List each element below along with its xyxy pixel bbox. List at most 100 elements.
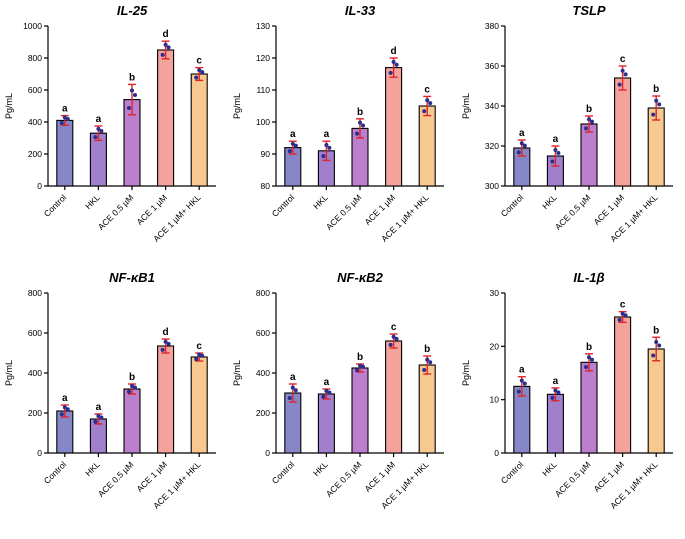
bar-chart-svg: NF-κB1 Pg/mL 0 200 400 600 800 a Control a HKL b ACE… [4, 270, 216, 511]
significance-letter: c [391, 322, 397, 333]
data-point [288, 149, 293, 154]
data-point [583, 126, 588, 131]
data-point [291, 385, 296, 390]
data-point [620, 311, 625, 316]
y-ticks: 300 320 340 360 380 [484, 21, 505, 191]
data-point [96, 126, 101, 131]
svg-text:360: 360 [484, 61, 498, 71]
svg-text:130: 130 [256, 21, 270, 31]
significance-letter: a [324, 129, 330, 140]
x-tick-label: ACE 0.5 µM [552, 192, 592, 232]
bar [580, 123, 598, 187]
significance-letter: c [425, 84, 431, 95]
svg-text:0: 0 [37, 181, 42, 191]
y-axis-label: Pg/mL [232, 93, 242, 119]
significance-letter: d [163, 29, 169, 40]
data-point [93, 135, 98, 140]
bar [418, 364, 437, 454]
chart-title: TSLP [572, 3, 606, 18]
significance-letter: b [424, 344, 430, 355]
svg-text:120: 120 [256, 53, 270, 63]
x-tick-label: Control [498, 192, 525, 219]
bar [157, 49, 175, 187]
svg-text:800: 800 [28, 53, 42, 63]
data-point [62, 115, 67, 120]
significance-letter: b [586, 104, 592, 115]
significance-letter: a [62, 104, 68, 115]
data-point [388, 70, 393, 75]
significance-letter: a [62, 393, 68, 404]
data-point [519, 378, 524, 383]
svg-text:100: 100 [256, 117, 270, 127]
data-point [589, 119, 594, 124]
data-point [133, 93, 137, 98]
data-point [422, 367, 427, 372]
chart-title: IL-1β [573, 270, 604, 285]
data-point [516, 389, 521, 394]
data-point [166, 45, 171, 50]
data-point [653, 339, 658, 344]
svg-text:800: 800 [28, 288, 42, 298]
data-point [553, 148, 558, 152]
data-point [327, 145, 332, 150]
data-point [391, 334, 396, 339]
svg-text:80: 80 [261, 181, 271, 191]
significance-letter: d [391, 46, 397, 57]
bar [418, 105, 437, 187]
x-tick-label: Control [270, 459, 297, 486]
data-point [428, 101, 433, 106]
svg-text:10: 10 [489, 395, 499, 405]
y-axis-label: Pg/mL [461, 360, 471, 386]
significance-letter: c [619, 54, 625, 65]
data-point [623, 72, 628, 77]
data-point [589, 357, 594, 362]
data-point [550, 159, 555, 164]
x-tick-label: ACE 1 µM [134, 459, 169, 494]
data-point [553, 388, 558, 393]
significance-letter: a [519, 365, 525, 376]
svg-text:0: 0 [266, 448, 271, 458]
chart-il-1b: IL-1β Pg/mL 0 10 20 30 a Control a HKL b ACE 0.5 µM… [457, 267, 685, 534]
x-tick-label: Control [270, 192, 297, 219]
svg-text:600: 600 [28, 85, 42, 95]
svg-text:200: 200 [28, 408, 42, 418]
bar [613, 316, 631, 454]
x-tick-label: Control [498, 459, 525, 486]
bar [157, 345, 175, 454]
svg-text:110: 110 [257, 85, 271, 95]
significance-letter: c [196, 341, 202, 352]
bar [318, 393, 336, 454]
data-point [324, 389, 329, 393]
x-tick-label: Control [42, 192, 69, 219]
x-tick-label: ACE 1 µM [134, 192, 169, 227]
x-tick-label: HKL [83, 192, 102, 211]
data-point [586, 355, 591, 360]
significance-letter: a [290, 129, 296, 140]
data-point [583, 365, 588, 370]
x-tick-label: ACE 1 µM [363, 459, 398, 494]
bar-chart-svg: NF-κB2 Pg/mL 0 200 400 600 800 a Control a HKL b ACE… [232, 270, 445, 511]
svg-text:90: 90 [261, 149, 271, 159]
data-point [321, 394, 326, 399]
data-point [556, 151, 561, 155]
svg-text:0: 0 [37, 448, 42, 458]
x-tick-label: ACE 1 µM [591, 459, 626, 494]
data-point [133, 385, 137, 390]
data-point [586, 117, 591, 122]
chart-title: NF-κB2 [338, 270, 384, 285]
x-tick-label: ACE 0.5 µM [324, 459, 364, 499]
significance-letter: b [653, 84, 659, 95]
svg-text:400: 400 [28, 368, 42, 378]
significance-letter: a [290, 372, 296, 383]
data-point [96, 414, 101, 418]
x-tick-label: ACE 1 µM [363, 192, 398, 227]
data-point [59, 121, 64, 126]
data-point [617, 317, 622, 322]
data-point [99, 415, 104, 420]
data-point [556, 390, 561, 395]
data-point [127, 105, 131, 110]
significance-letter: b [129, 72, 135, 83]
significance-letter: a [519, 128, 525, 139]
data-point [163, 42, 168, 47]
